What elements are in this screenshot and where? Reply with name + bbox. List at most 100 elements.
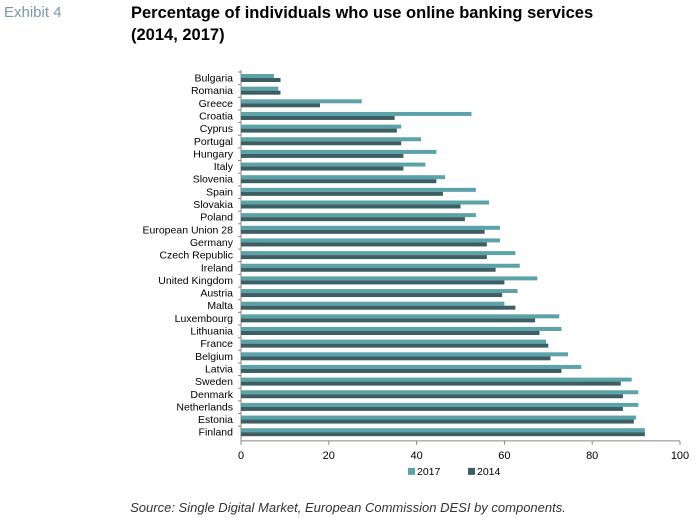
bar-2017 (241, 339, 547, 344)
bar-2014 (241, 331, 540, 335)
category-label: Czech Republic (159, 250, 233, 262)
category-label: Luxembourg (175, 313, 234, 325)
legend-label-2017: 2017 (417, 466, 441, 478)
exhibit-label: Exhibit 4 (4, 4, 62, 21)
chart-title-line2: (2014, 2017) (131, 26, 225, 44)
category-label: Italy (214, 161, 234, 173)
bar-2017 (241, 301, 505, 306)
category-label: Cyprus (200, 123, 233, 135)
category-label: Sweden (195, 376, 233, 388)
bar-2014 (241, 128, 397, 133)
category-label: Romania (191, 85, 233, 97)
legend-swatch-2014 (468, 467, 475, 475)
bar-2014 (241, 343, 549, 348)
category-label: Lithuania (190, 326, 233, 338)
bar-2014 (241, 318, 536, 323)
bar-2014 (241, 141, 402, 146)
bar-2014 (241, 419, 634, 424)
chart-title: Percentage of individuals who use online… (131, 2, 691, 46)
bar-2014 (241, 242, 487, 247)
bar-2017 (241, 238, 501, 243)
bar-2017 (241, 364, 582, 369)
bar-2014 (241, 90, 281, 95)
bar-2017 (241, 187, 476, 192)
category-label: Estonia (198, 414, 233, 426)
legend-label-2014: 2014 (477, 466, 501, 478)
bar-2014 (241, 293, 503, 298)
x-tick-label: 100 (671, 450, 689, 462)
category-label: Slovakia (193, 199, 233, 211)
bar-2014 (241, 229, 485, 234)
category-label: France (200, 338, 233, 350)
bar-2017 (241, 263, 520, 268)
bar-2014 (241, 115, 395, 120)
bar-2014 (241, 204, 461, 209)
bar-2014 (241, 255, 487, 260)
bar-2017 (241, 327, 562, 331)
bar-2017 (241, 377, 632, 382)
bar-2017 (241, 402, 639, 407)
x-tick-label: 80 (586, 450, 598, 462)
bar-2014 (241, 394, 623, 399)
bar-2017 (241, 225, 501, 230)
category-label: Hungary (193, 148, 233, 160)
category-label: Finland (199, 427, 234, 439)
bar-2014 (241, 406, 623, 411)
bar-2014 (241, 153, 404, 158)
category-label: Belgium (195, 351, 233, 363)
bar-2017 (241, 124, 402, 129)
bar-2014 (241, 432, 645, 437)
category-label: Germany (190, 237, 234, 249)
bar-2014 (241, 217, 465, 222)
category-label: European Union 28 (143, 224, 234, 236)
x-tick-label: 60 (498, 450, 510, 462)
bar-2017 (241, 111, 472, 116)
bar-2017 (241, 213, 476, 218)
category-label: Slovenia (193, 174, 233, 186)
bar-2017 (241, 162, 426, 167)
bar-2017 (241, 352, 569, 357)
bar-2017 (241, 314, 560, 319)
bar-2017 (241, 149, 437, 154)
legend-swatch-2017 (408, 467, 415, 475)
bar-2017 (241, 276, 538, 281)
x-tick-label: 20 (323, 450, 335, 462)
category-label: Latvia (205, 363, 233, 375)
category-label: Spain (206, 186, 233, 198)
category-label: Bulgaria (194, 73, 233, 85)
bar-2014 (241, 103, 321, 108)
bar-2017 (241, 99, 362, 104)
bar-2017 (241, 200, 490, 205)
category-label: Netherlands (176, 401, 233, 413)
bar-2017 (241, 289, 518, 294)
category-label: Poland (200, 212, 233, 224)
bar-2017 (241, 74, 274, 78)
bar-2014 (241, 78, 281, 82)
bar-2014 (241, 280, 505, 285)
bar-2017 (241, 251, 516, 256)
category-label: Malta (207, 300, 233, 312)
x-tick-label: 0 (238, 450, 244, 462)
bar-2014 (241, 267, 496, 272)
bar-2014 (241, 356, 551, 361)
bar-2014 (241, 166, 404, 171)
chart-title-line1: Percentage of individuals who use online… (131, 4, 594, 22)
source-note: Source: Single Digital Market, European … (130, 500, 566, 515)
bar-2017 (241, 175, 446, 180)
category-label: Ireland (201, 262, 233, 274)
bar-2014 (241, 381, 621, 386)
bar-2014 (241, 368, 562, 373)
bar-2017 (241, 137, 421, 142)
category-label: United Kingdom (158, 275, 233, 287)
bar-2017 (241, 390, 639, 395)
category-label: Portugal (194, 136, 233, 148)
bar-2014 (241, 191, 443, 196)
category-label: Greece (199, 98, 234, 110)
bar-2017 (241, 86, 279, 91)
category-label: Denmark (190, 389, 233, 401)
category-label: Croatia (199, 110, 233, 122)
bar-2017 (241, 428, 645, 433)
category-label: Austria (200, 288, 233, 300)
bar-2014 (241, 179, 437, 184)
